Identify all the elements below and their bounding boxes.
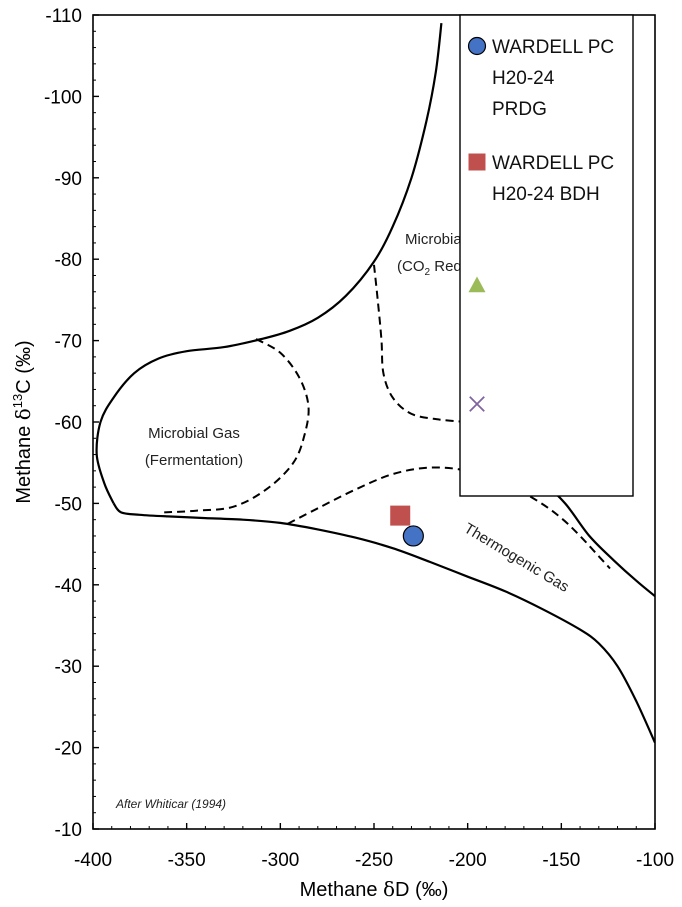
x-tick-label: -400 [74, 850, 112, 871]
y-tick-label: -80 [55, 250, 82, 271]
y-tick-label: -40 [55, 576, 82, 597]
data-points [390, 505, 424, 547]
boundary-co2-dashed [373, 264, 468, 423]
legend: WARDELL PC H20-24 PRDG WARDELL PC H20-24 BDH [459, 14, 634, 497]
y-tick-label: -70 [55, 332, 82, 353]
x-tick-label: -300 [261, 850, 299, 871]
citation: After Whiticar (1994) [115, 797, 226, 811]
y-tick-label: -60 [55, 413, 82, 434]
x-tick-label: -350 [168, 850, 206, 871]
axis-ticks: -400 -350 -300 -250 -200 -150 -100 -10 -20 -30 -40… [44, 6, 674, 871]
y-axis-label: Methane δ13C (‰) [10, 340, 35, 503]
x-tick-label: -250 [355, 850, 393, 871]
y-tick-label: -110 [45, 6, 82, 27]
data-point-circle [402, 525, 424, 547]
label-fermentation-line2: (Fermentation) [145, 452, 243, 469]
x-tick-label: -150 [542, 850, 580, 871]
legend-label: H20-24 BDH [492, 184, 600, 205]
y-tick-label: -100 [44, 87, 82, 108]
y-tick-label: -20 [55, 739, 82, 760]
legend-label: WARDELL PC [492, 153, 614, 174]
label-fermentation-line1: Microbial Gas [148, 425, 240, 442]
y-tick-label: -90 [55, 169, 82, 190]
y-tick-label: -10 [55, 820, 82, 841]
legend-marker-circle [467, 36, 487, 56]
y-tick-label: -30 [55, 657, 82, 678]
boundary-outer-lower [95, 22, 443, 504]
boundary-outer-upper [112, 502, 655, 744]
legend-box [459, 14, 634, 497]
data-point-square [390, 505, 411, 526]
x-tick-label: -200 [449, 850, 487, 871]
legend-label: WARDELL PC [492, 37, 614, 58]
x-tick-label: -100 [636, 850, 674, 871]
legend-marker-x [469, 396, 485, 412]
legend-label: H20-24 [492, 68, 555, 89]
legend-marker-triangle [468, 276, 486, 293]
x-axis-label: Methane δD (‰) [300, 877, 449, 901]
legend-label: PRDG [492, 99, 547, 120]
boundary-fermentation-dashed [164, 338, 310, 514]
legend-marker-square [468, 153, 486, 171]
y-tick-label: -50 [55, 494, 82, 515]
